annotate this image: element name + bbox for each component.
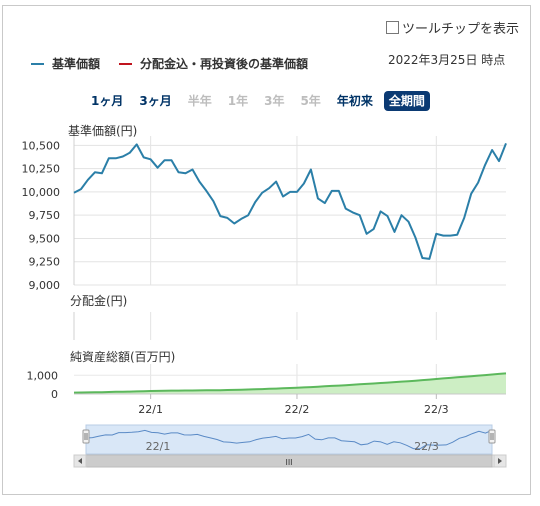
legend-swatch-nav: [31, 62, 44, 65]
nav-y-axis: 9,000 9,250 9,500 9,750 10,000 10,250 10,500: [22, 139, 61, 292]
nav-series-line: [73, 143, 507, 260]
legend-swatch-reinvested: [119, 62, 132, 65]
aum-series-line: [73, 372, 507, 394]
navigator-right-handle[interactable]: [488, 429, 496, 444]
nav-ytick-label: 10,500: [22, 139, 61, 152]
nav-chart-title: 基準価額(円): [68, 124, 138, 138]
navigator-left-handle[interactable]: [82, 429, 90, 444]
nav-ytick-label: 9,500: [29, 232, 61, 245]
chart-panel: [2, 5, 531, 495]
as-of-date: 2022年3月25日 時点: [388, 53, 506, 67]
legend-item-reinvested[interactable]: 分配金込・再投資後の基準価額: [119, 55, 308, 72]
period-5y: 5年: [300, 94, 321, 108]
aum-ytick-label: 1,000: [27, 369, 59, 382]
nav-ytick-label: 10,000: [22, 186, 61, 199]
period-ytd[interactable]: 年初来: [336, 94, 373, 108]
period-all[interactable]: 全期間: [383, 91, 430, 111]
navigator-selection: [85, 424, 493, 455]
nav-gridlines: [73, 136, 506, 286]
period-3y: 3年: [264, 94, 285, 108]
nav-ytick-label: 9,250: [29, 256, 61, 269]
period-1y: 1年: [227, 94, 249, 108]
navigator-tick-label: 22/1: [146, 440, 171, 453]
aum-y-axis: 0 1,000: [27, 369, 59, 401]
period-selector: 1ヶ月 3ヶ月 半年 1年 3年 5年 年初来 全期間: [86, 91, 436, 111]
legend-label-reinvested: 分配金込・再投資後の基準価額: [140, 57, 309, 71]
nav-ytick-label: 9,750: [29, 209, 61, 222]
x-tick-label: 22/1: [138, 403, 163, 416]
aum-panel: [73, 364, 507, 395]
x-tick-label: 22/2: [285, 403, 310, 416]
tooltip-toggle[interactable]: ツールチップを表示: [386, 18, 519, 37]
scrollbar-grip-icon: III: [285, 458, 292, 467]
navigator-series-line: [85, 429, 493, 450]
navigator: 22/1 22/3 III: [73, 424, 507, 468]
period-6m: 半年: [187, 94, 212, 108]
tooltip-checkbox[interactable]: [386, 21, 399, 34]
aum-area-fill: [74, 373, 506, 394]
nav-line-group: [73, 143, 507, 260]
legend-item-nav[interactable]: 基準価額: [31, 55, 100, 72]
legend-label-nav: 基準価額: [52, 57, 101, 71]
nav-ytick-label: 9,000: [29, 279, 61, 292]
dividend-chart-title: 分配金(円): [70, 294, 128, 308]
x-tick-label: 22/3: [424, 403, 449, 416]
dividend-panel: [73, 312, 437, 340]
aum-chart-title: 純資産総額(百万円): [70, 350, 176, 364]
x-axis: 22/1 22/2 22/3: [138, 394, 449, 416]
scroll-left-arrow-icon: [78, 458, 82, 464]
period-1m[interactable]: 1ヶ月: [91, 94, 124, 108]
aum-ytick-label: 0: [51, 388, 58, 401]
period-3m[interactable]: 3ヶ月: [139, 94, 172, 108]
scroll-right-arrow-icon: [498, 458, 502, 464]
navigator-tick-label: 22/3: [414, 440, 439, 453]
tooltip-toggle-label: ツールチップを表示: [402, 22, 520, 37]
nav-ytick-label: 10,250: [22, 163, 61, 176]
